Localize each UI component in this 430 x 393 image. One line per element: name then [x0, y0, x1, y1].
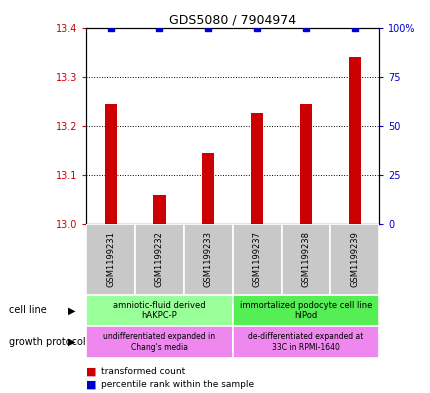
- Bar: [348, 57, 360, 224]
- Bar: [184, 224, 232, 295]
- Bar: [281, 224, 330, 295]
- Text: de-differentiated expanded at
33C in RPMI-1640: de-differentiated expanded at 33C in RPM…: [248, 332, 363, 352]
- Text: GSM1199231: GSM1199231: [106, 231, 115, 287]
- Bar: [330, 224, 378, 295]
- Text: transformed count: transformed count: [101, 367, 185, 376]
- Bar: [135, 224, 184, 295]
- Title: GDS5080 / 7904974: GDS5080 / 7904974: [169, 13, 295, 26]
- Bar: [104, 104, 117, 224]
- Text: GSM1199239: GSM1199239: [350, 231, 359, 287]
- Text: undifferentiated expanded in
Chang's media: undifferentiated expanded in Chang's med…: [103, 332, 215, 352]
- Text: amniotic-fluid derived
hAKPC-P: amniotic-fluid derived hAKPC-P: [113, 301, 205, 320]
- Text: GSM1199238: GSM1199238: [301, 231, 310, 287]
- Text: ■: ■: [86, 366, 96, 376]
- Text: ▶: ▶: [68, 305, 75, 316]
- Bar: [86, 224, 135, 295]
- Bar: [232, 224, 281, 295]
- Bar: [86, 326, 232, 358]
- Bar: [232, 326, 378, 358]
- Bar: [86, 295, 232, 326]
- Text: ▶: ▶: [68, 337, 75, 347]
- Text: GSM1199237: GSM1199237: [252, 231, 261, 287]
- Text: immortalized podocyte cell line
hIPod: immortalized podocyte cell line hIPod: [239, 301, 372, 320]
- Text: percentile rank within the sample: percentile rank within the sample: [101, 380, 254, 389]
- Bar: [153, 195, 165, 224]
- Bar: [299, 104, 311, 224]
- Text: growth protocol: growth protocol: [9, 337, 85, 347]
- Bar: [232, 295, 378, 326]
- Text: cell line: cell line: [9, 305, 46, 316]
- Bar: [202, 153, 214, 224]
- Text: GSM1199233: GSM1199233: [203, 231, 212, 287]
- Bar: [250, 114, 263, 224]
- Text: ■: ■: [86, 379, 96, 389]
- Text: GSM1199232: GSM1199232: [155, 231, 163, 287]
